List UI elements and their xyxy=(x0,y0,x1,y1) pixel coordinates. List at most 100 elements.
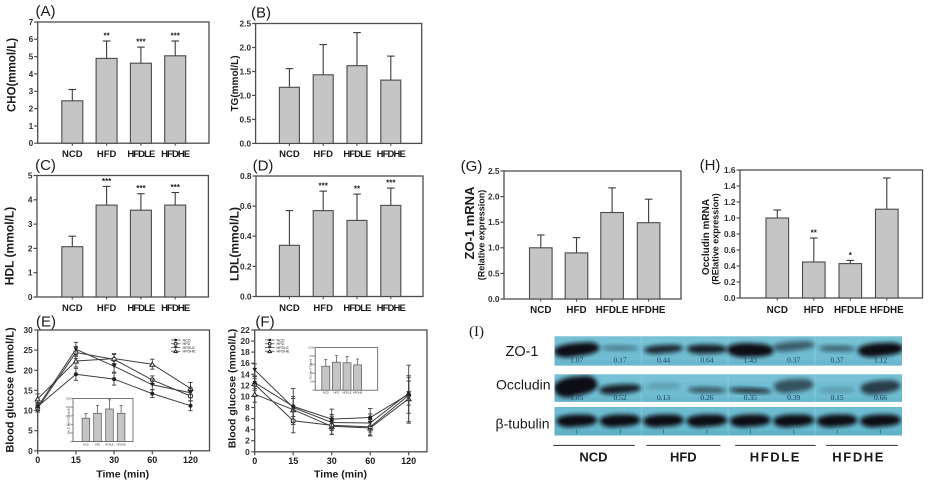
svg-text:1.0: 1.0 xyxy=(724,213,736,223)
svg-text:HFD: HFD xyxy=(97,149,117,160)
svg-text:0.35: 0.35 xyxy=(744,393,757,402)
svg-text:0.4: 0.4 xyxy=(724,261,736,271)
svg-text:1.5: 1.5 xyxy=(488,217,500,227)
svg-text:NCD: NCD xyxy=(62,149,83,160)
svg-text:1: 1 xyxy=(835,428,838,435)
svg-text:22: 22 xyxy=(240,325,250,335)
svg-text:0.37: 0.37 xyxy=(787,356,800,365)
svg-text:(H): (H) xyxy=(700,157,721,174)
svg-text:1.0: 1.0 xyxy=(240,90,252,100)
svg-text:200: 200 xyxy=(310,381,315,384)
svg-text:HFDLE: HFDLE xyxy=(343,149,371,160)
svg-text:HFD: HFD xyxy=(670,450,697,465)
svg-text:0.8: 0.8 xyxy=(724,229,736,239)
svg-text:1: 1 xyxy=(575,428,578,435)
svg-text:2.5: 2.5 xyxy=(488,166,500,176)
svg-text:15: 15 xyxy=(288,456,298,466)
svg-text:1: 1 xyxy=(662,428,665,435)
svg-text:HFDLE: HFDLE xyxy=(127,149,155,160)
svg-text:0: 0 xyxy=(29,138,34,148)
svg-text:(B): (B) xyxy=(251,5,271,22)
svg-text:2: 2 xyxy=(245,436,250,446)
svg-text:0.0: 0.0 xyxy=(488,294,500,304)
svg-text:HFDLE: HFDLE xyxy=(596,305,629,316)
svg-text:***: *** xyxy=(136,184,146,193)
svg-text:20: 20 xyxy=(240,336,250,346)
svg-text:NCD: NCD xyxy=(279,303,300,314)
svg-text:NCD: NCD xyxy=(83,442,89,446)
svg-text:Time (min): Time (min) xyxy=(314,469,367,481)
svg-text:(D): (D) xyxy=(253,158,274,175)
svg-text:0.52: 0.52 xyxy=(614,393,627,402)
svg-text:HFDHE: HFDHE xyxy=(832,450,885,465)
svg-text:2000: 2000 xyxy=(66,406,72,409)
svg-text:HFD: HFD xyxy=(334,391,340,395)
svg-text:4: 4 xyxy=(28,195,33,205)
svg-text:0.6: 0.6 xyxy=(724,245,736,255)
svg-text:***: *** xyxy=(171,183,181,192)
svg-text:2: 2 xyxy=(29,104,34,114)
svg-text:1: 1 xyxy=(792,428,795,435)
svg-text:0: 0 xyxy=(28,446,33,456)
svg-text:HFDHE: HFDHE xyxy=(161,149,190,160)
svg-text:0: 0 xyxy=(70,441,72,444)
svg-text:***: *** xyxy=(171,32,181,41)
svg-text:0.0: 0.0 xyxy=(240,138,252,148)
svg-text:HFDLE: HFDLE xyxy=(277,346,290,350)
svg-text:Blood glucose (mmol/L): Blood glucose (mmol/L) xyxy=(227,329,239,449)
svg-text:HFDLE: HFDLE xyxy=(343,303,371,314)
svg-text:20: 20 xyxy=(23,365,33,375)
svg-text:HFD: HFD xyxy=(97,303,117,314)
svg-text:HFD: HFD xyxy=(313,149,333,160)
svg-text:1: 1 xyxy=(705,428,708,435)
svg-text:HFDLE: HFDLE xyxy=(834,305,867,316)
svg-text:1: 1 xyxy=(749,428,752,435)
svg-text:HDL (mmol/L): HDL (mmol/L) xyxy=(3,207,17,285)
svg-text:HFDHE: HFDHE xyxy=(377,149,406,160)
svg-text:18: 18 xyxy=(240,347,250,357)
svg-text:HFDHE: HFDHE xyxy=(117,442,126,446)
svg-text:HFDLE: HFDLE xyxy=(127,303,155,314)
svg-text:0.5: 0.5 xyxy=(240,114,252,124)
svg-text:HFDLE: HFDLE xyxy=(342,391,351,395)
svg-text:(E): (E) xyxy=(36,314,56,331)
svg-text:(I): (I) xyxy=(469,324,484,340)
svg-text:2.0: 2.0 xyxy=(488,192,500,202)
svg-text:0: 0 xyxy=(28,292,33,302)
svg-text:25: 25 xyxy=(23,345,33,355)
svg-text:Blood glucose (mmol/L): Blood glucose (mmol/L) xyxy=(5,327,17,453)
svg-text:60: 60 xyxy=(365,456,375,466)
svg-text:0.5: 0.5 xyxy=(488,268,500,278)
svg-text:(RElative expression): (RElative expression) xyxy=(711,193,721,285)
svg-text:CHO(mmol/L): CHO(mmol/L) xyxy=(7,38,19,112)
svg-text:0.0: 0.0 xyxy=(724,293,736,303)
svg-text:HFDHE: HFDHE xyxy=(353,391,363,395)
svg-text:HFDHE: HFDHE xyxy=(277,350,291,354)
svg-text:***: *** xyxy=(136,38,146,47)
svg-text:3: 3 xyxy=(29,86,34,96)
svg-text:0.6: 0.6 xyxy=(240,201,252,211)
svg-text:HFDHE: HFDHE xyxy=(870,305,904,316)
svg-text:AUC for ITT (g·h/l): AUC for ITT (g·h/l) xyxy=(310,359,313,380)
svg-text:0: 0 xyxy=(245,447,250,457)
svg-text:1: 1 xyxy=(879,428,882,435)
svg-text:30: 30 xyxy=(23,325,33,335)
svg-text:400: 400 xyxy=(310,372,315,375)
svg-text:HFD: HFD xyxy=(313,303,333,314)
svg-text:1500: 1500 xyxy=(66,415,72,418)
svg-text:NCD: NCD xyxy=(183,338,191,342)
svg-text:NCD: NCD xyxy=(277,338,285,342)
svg-text:1.0: 1.0 xyxy=(488,243,500,253)
svg-text:0.37: 0.37 xyxy=(831,356,844,365)
svg-text:0.26: 0.26 xyxy=(700,393,713,402)
svg-text:HFD: HFD xyxy=(277,342,285,346)
svg-text:2.0: 2.0 xyxy=(240,42,252,52)
svg-text:1: 1 xyxy=(618,428,621,435)
svg-text:(Relative expression): (Relative expression) xyxy=(477,190,487,281)
svg-text:4: 4 xyxy=(29,69,34,79)
svg-text:HFDHE: HFDHE xyxy=(632,305,666,316)
svg-text:120: 120 xyxy=(401,456,416,466)
svg-text:(A): (A) xyxy=(36,3,56,20)
svg-text:HFD: HFD xyxy=(183,342,191,346)
svg-text:16: 16 xyxy=(240,358,250,368)
